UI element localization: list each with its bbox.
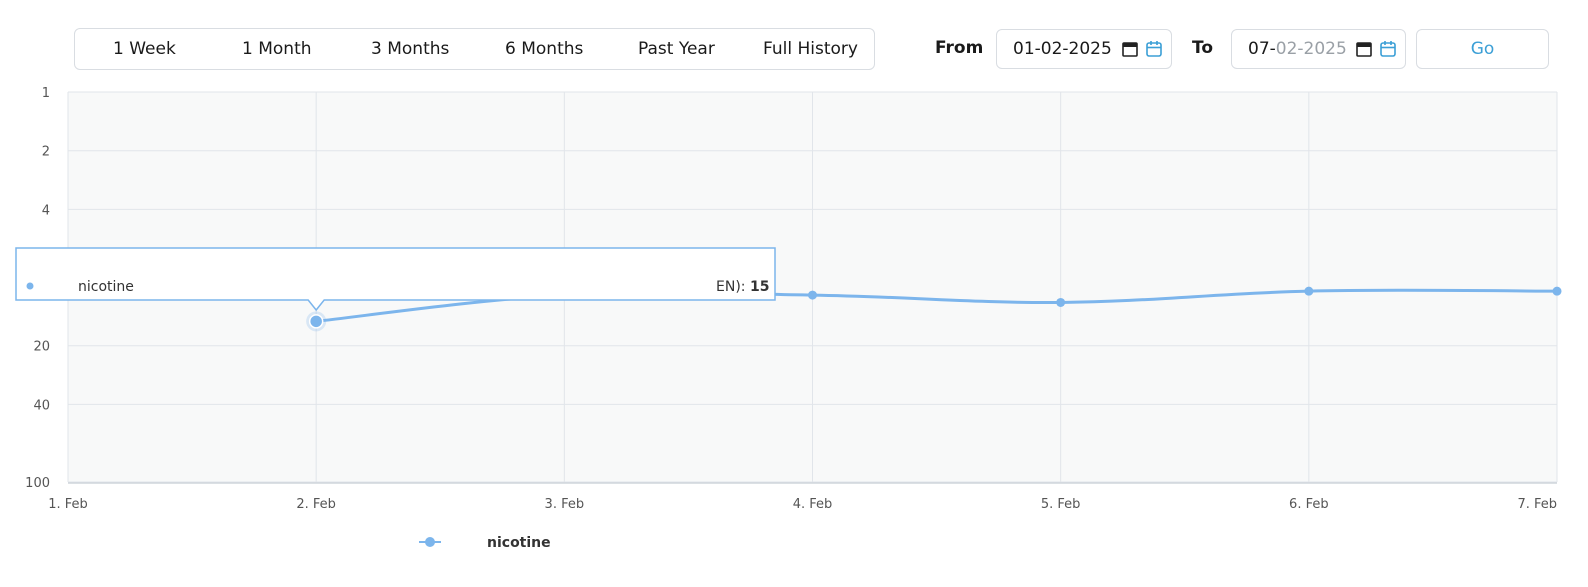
- x-tick-label: 1. Feb: [48, 497, 88, 512]
- calendar-icon[interactable]: [1355, 40, 1373, 58]
- from-date-input[interactable]: 01-02-2025: [996, 29, 1172, 69]
- calendar-picker-icon[interactable]: [1379, 40, 1397, 58]
- to-date-input[interactable]: 07-02-2025: [1231, 29, 1406, 69]
- go-button[interactable]: Go: [1416, 29, 1549, 69]
- axes: 1 2 4 20 40 100 1. Feb 2. Feb 3. Feb 4. Feb 5. Feb…: [25, 86, 1557, 512]
- tooltip-series-label: nicotine: [78, 279, 134, 295]
- data-point: [808, 290, 817, 300]
- y-tick-label: 2: [42, 145, 50, 160]
- from-date-value: 01-02-2025: [1013, 39, 1112, 59]
- x-tick-label: 2. Feb: [296, 497, 336, 512]
- data-point: [1552, 286, 1562, 296]
- y-tick-label: 20: [33, 340, 50, 355]
- calendar-icon[interactable]: [1121, 40, 1139, 58]
- y-tick-label: 100: [25, 476, 50, 491]
- data-point: [308, 314, 324, 329]
- tooltip-value: EN): 15: [716, 279, 769, 295]
- y-tick-label: 40: [33, 398, 50, 413]
- to-date-rest: 02-2025: [1275, 39, 1347, 59]
- range-button-6-months[interactable]: 6 Months: [505, 39, 584, 59]
- from-label: From: [935, 38, 984, 58]
- x-tick-label: 5. Feb: [1041, 497, 1081, 512]
- x-tick-label: 3. Feb: [545, 497, 585, 512]
- tooltip-series-marker: [26, 282, 34, 290]
- x-tick-label: 6. Feb: [1289, 497, 1329, 512]
- x-tick-label: 4. Feb: [793, 497, 833, 512]
- data-point: [1056, 297, 1066, 307]
- tooltip: nicotine EN): 15: [15, 247, 776, 312]
- calendar-picker-icon[interactable]: [1145, 40, 1163, 58]
- legend-label: nicotine: [487, 535, 551, 551]
- time-range-selector: 1 Week 1 Month 3 Months 6 Months Past Ye…: [74, 28, 875, 70]
- range-button-full-history[interactable]: Full History: [763, 39, 858, 59]
- to-date-day: 07-: [1248, 39, 1276, 59]
- range-button-1-week[interactable]: 1 Week: [113, 39, 176, 59]
- range-button-3-months[interactable]: 3 Months: [371, 39, 450, 59]
- grid-lines: [67, 91, 1558, 483]
- x-tick-label: 7. Feb: [1517, 497, 1557, 512]
- range-button-1-month[interactable]: 1 Month: [242, 39, 312, 59]
- legend-marker-icon: [425, 537, 435, 547]
- y-tick-label: 4: [42, 203, 50, 218]
- to-label: To: [1192, 38, 1214, 58]
- legend: nicotine: [419, 535, 551, 551]
- y-tick-label: 1: [42, 86, 50, 101]
- data-point: [1304, 286, 1314, 296]
- range-button-past-year[interactable]: Past Year: [638, 39, 715, 59]
- tooltip-box: [15, 247, 776, 312]
